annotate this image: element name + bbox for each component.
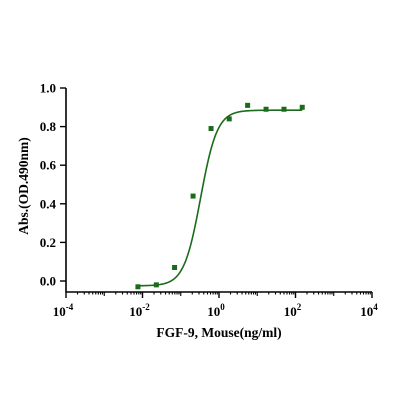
data-point — [299, 104, 305, 110]
data-point — [281, 106, 287, 112]
y-tick-label: 0.4 — [40, 196, 57, 211]
y-axis-title: Abs.(OD.490nm) — [16, 137, 31, 235]
data-points-layer — [135, 102, 305, 290]
fit-curve — [137, 109, 303, 287]
data-point — [263, 106, 269, 112]
y-tick-label: 0.6 — [40, 158, 57, 173]
data-point — [190, 193, 196, 199]
x-tick-label: 10-2 — [129, 302, 150, 319]
data-point — [208, 126, 214, 132]
data-point — [245, 102, 251, 108]
data-point — [153, 282, 159, 288]
y-tick-label: 0.8 — [40, 119, 57, 134]
axes — [60, 87, 373, 298]
fit-curve-layer — [137, 109, 303, 287]
x-tick-label: 100 — [207, 302, 225, 319]
data-point — [226, 116, 232, 122]
x-axis-title: FGF-9, Mouse(ng/ml) — [156, 325, 281, 340]
y-tick-label: 0.0 — [40, 274, 56, 289]
data-point — [135, 284, 141, 290]
x-tick-label: 104 — [360, 302, 378, 319]
labels-layer: 0.0 0.2 0.4 0.6 0.8 1.0 10-4 10-2 100 102 104 FGF-9… — [16, 81, 378, 341]
data-point — [172, 264, 178, 270]
x-tick-label: 102 — [284, 302, 302, 319]
x-tick-label: 10-4 — [53, 302, 74, 319]
y-tick-label: 0.2 — [40, 235, 56, 250]
y-tick-label: 1.0 — [40, 81, 56, 96]
